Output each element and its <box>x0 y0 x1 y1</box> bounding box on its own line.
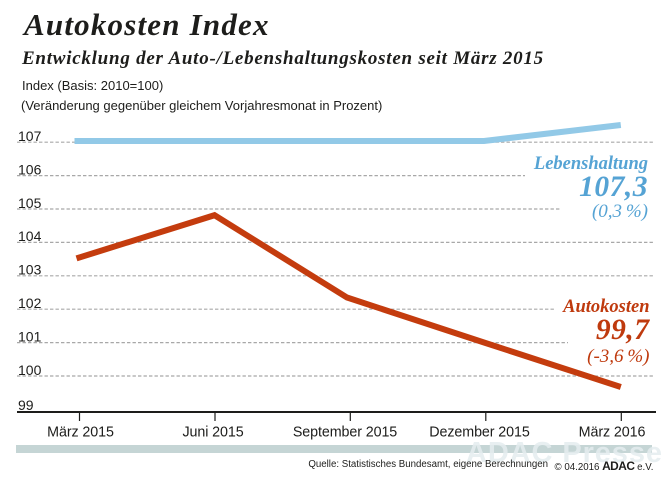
svg-text:Dezember 2015: Dezember 2015 <box>429 425 530 441</box>
svg-text:März 2015: März 2015 <box>47 425 114 441</box>
svg-text:107: 107 <box>18 128 42 144</box>
svg-text:105: 105 <box>18 195 42 211</box>
svg-text:104: 104 <box>18 228 42 244</box>
svg-text:101: 101 <box>18 328 42 344</box>
svg-text:106: 106 <box>18 161 42 177</box>
svg-text:Juni 2015: Juni 2015 <box>182 425 243 441</box>
svg-text:März 2016: März 2016 <box>579 425 646 441</box>
svg-text:102: 102 <box>18 295 42 311</box>
svg-text:100: 100 <box>18 362 42 378</box>
svg-text:103: 103 <box>18 262 42 278</box>
svg-text:September 2015: September 2015 <box>293 425 397 441</box>
svg-text:99: 99 <box>18 397 34 413</box>
